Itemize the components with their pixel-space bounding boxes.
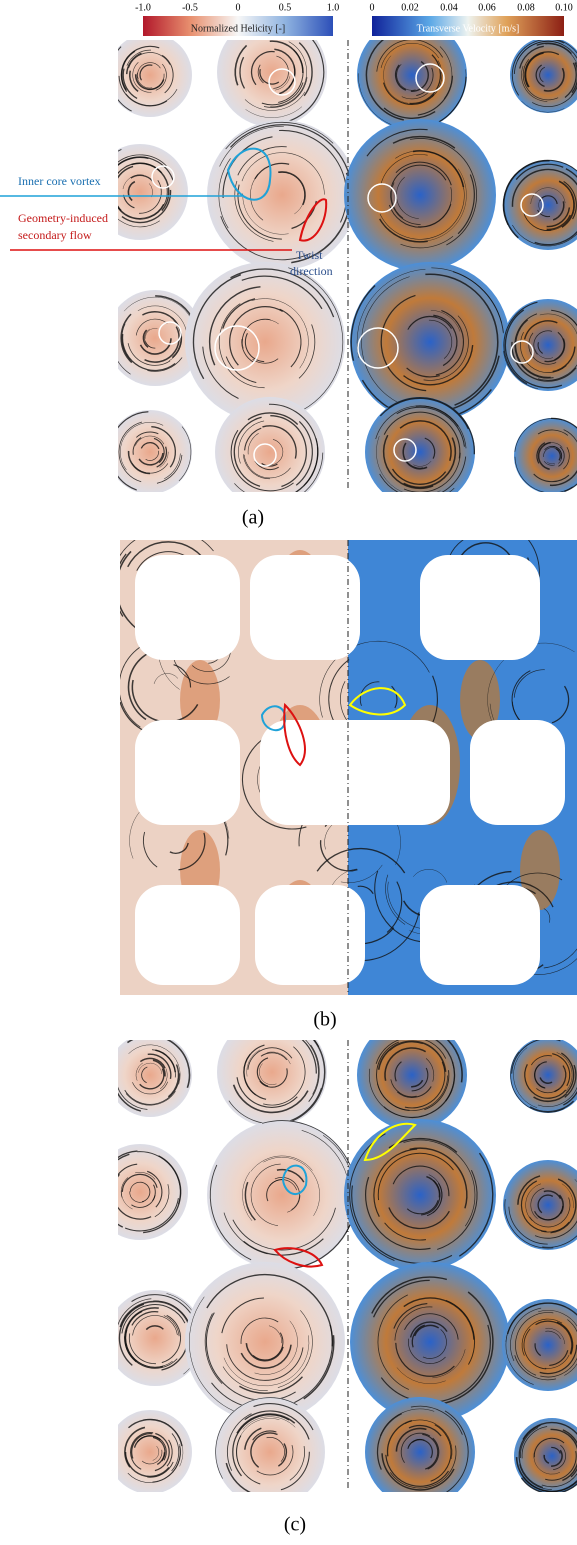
- solid-region: [420, 555, 540, 660]
- colorbar-tick-label: 0.08: [517, 2, 535, 13]
- panel: [110, 529, 577, 995]
- annotation: Twist: [296, 248, 323, 262]
- solid-region: [260, 720, 450, 825]
- annotation: secondary flow: [18, 228, 92, 242]
- velocity-region: [357, 1020, 467, 1130]
- panel-label: (b): [313, 1009, 336, 1031]
- flow-fields: [92, 17, 577, 1507]
- solid-region: [135, 885, 240, 985]
- helicity-region: [108, 410, 192, 494]
- velocity-region: [344, 1119, 496, 1271]
- colorbar-tick-label: 0.06: [478, 2, 496, 13]
- annotation: Geometry-induced: [18, 211, 108, 225]
- solid-region: [135, 555, 240, 660]
- helicity-region: [108, 33, 192, 117]
- annotation: direction: [290, 264, 333, 278]
- helicity-region: [108, 1410, 192, 1494]
- colorbar-tick-label: -0.5: [182, 2, 198, 13]
- panel: [92, 17, 577, 507]
- velocity-region: [514, 418, 577, 494]
- colorbar-tick-label: 0: [370, 2, 375, 13]
- helicity-region: [207, 120, 357, 270]
- streamline: [110, 172, 118, 206]
- solid-region: [250, 555, 360, 660]
- velocity-region: [503, 1160, 577, 1250]
- panel: [92, 1017, 577, 1507]
- solid-region: [470, 720, 565, 825]
- helicity-region: [217, 1017, 327, 1127]
- colorbar-tick-label: 0.02: [401, 2, 419, 13]
- annotation: Inner core vortex: [18, 174, 101, 188]
- colorbar-title: Transverse Velocity [m/s]: [417, 23, 520, 34]
- colorbar-tick-label: 0.04: [440, 2, 458, 13]
- colorbar-tick-label: 0.5: [279, 2, 292, 13]
- colorbar-tick-label: 0.10: [555, 2, 573, 13]
- solid-region: [420, 885, 540, 985]
- panel-label: (a): [242, 507, 264, 529]
- helicity-region: [92, 1144, 188, 1240]
- colorbar-tick-label: -1.0: [135, 2, 151, 13]
- figure: Normalized Helicity [-] Transverse Veloc…: [0, 0, 577, 1540]
- colorbar-tick-label: 0: [236, 2, 241, 13]
- colorbar-tick-label: 1.0: [327, 2, 340, 13]
- panel-label: (c): [284, 1514, 306, 1536]
- helicity-region: [92, 144, 188, 240]
- colorbar-title: Normalized Helicity [-]: [191, 23, 285, 34]
- velocity-region: [510, 37, 577, 113]
- velocity-region: [502, 1299, 577, 1391]
- solid-region: [135, 720, 240, 825]
